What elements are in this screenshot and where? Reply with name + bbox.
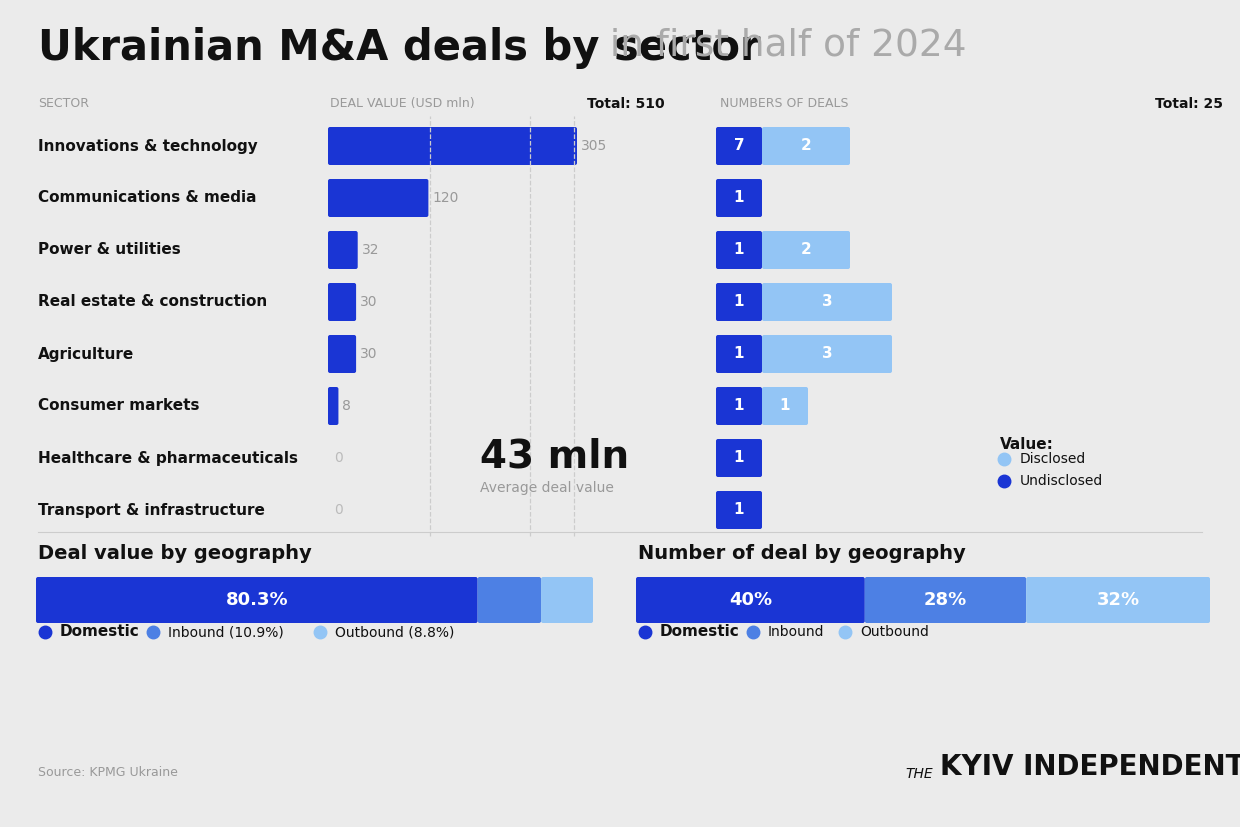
Text: Inbound: Inbound xyxy=(768,625,825,639)
Text: SECTOR: SECTOR xyxy=(38,97,89,110)
Text: THE: THE xyxy=(905,767,932,781)
FancyBboxPatch shape xyxy=(329,283,356,321)
Text: 0: 0 xyxy=(334,503,342,517)
FancyBboxPatch shape xyxy=(1027,577,1210,623)
Text: Deal value by geography: Deal value by geography xyxy=(38,544,311,563)
Text: DEAL VALUE (USD mln): DEAL VALUE (USD mln) xyxy=(330,97,475,110)
Text: KYIV INDEPENDENT: KYIV INDEPENDENT xyxy=(940,753,1240,781)
Text: NUMBERS OF DEALS: NUMBERS OF DEALS xyxy=(720,97,848,110)
FancyBboxPatch shape xyxy=(715,491,763,529)
Text: 32%: 32% xyxy=(1096,591,1140,609)
FancyBboxPatch shape xyxy=(329,335,356,373)
Text: Average deal value: Average deal value xyxy=(480,481,614,495)
Text: 32: 32 xyxy=(362,243,379,257)
Text: Innovations & technology: Innovations & technology xyxy=(38,138,258,154)
Text: 3: 3 xyxy=(822,294,832,309)
Text: in first half of 2024: in first half of 2024 xyxy=(598,27,966,63)
Text: 1: 1 xyxy=(734,242,744,257)
Text: Undisclosed: Undisclosed xyxy=(1021,474,1104,488)
Text: 1: 1 xyxy=(780,399,790,414)
Text: 1: 1 xyxy=(734,190,744,205)
Text: Real estate & construction: Real estate & construction xyxy=(38,294,268,309)
Text: Transport & infrastructure: Transport & infrastructure xyxy=(38,503,265,518)
Text: 3: 3 xyxy=(822,347,832,361)
Text: 1: 1 xyxy=(734,399,744,414)
Text: 2: 2 xyxy=(801,242,811,257)
Text: Disclosed: Disclosed xyxy=(1021,452,1086,466)
Text: Communications & media: Communications & media xyxy=(38,190,257,205)
FancyBboxPatch shape xyxy=(763,231,849,269)
Text: 1: 1 xyxy=(734,503,744,518)
FancyBboxPatch shape xyxy=(636,577,864,623)
Text: 1: 1 xyxy=(734,294,744,309)
Text: Outbound: Outbound xyxy=(861,625,929,639)
Text: 1: 1 xyxy=(734,347,744,361)
FancyBboxPatch shape xyxy=(715,179,763,217)
FancyBboxPatch shape xyxy=(715,335,763,373)
Text: 30: 30 xyxy=(360,295,378,309)
FancyBboxPatch shape xyxy=(477,577,541,623)
FancyBboxPatch shape xyxy=(763,283,892,321)
Text: Domestic: Domestic xyxy=(60,624,140,639)
Text: 43 mln: 43 mln xyxy=(480,437,629,475)
Text: 80.3%: 80.3% xyxy=(226,591,288,609)
FancyBboxPatch shape xyxy=(715,439,763,477)
Text: 120: 120 xyxy=(433,191,459,205)
FancyBboxPatch shape xyxy=(763,127,849,165)
FancyBboxPatch shape xyxy=(541,577,593,623)
Text: Total: 510: Total: 510 xyxy=(587,97,665,111)
Text: 8: 8 xyxy=(342,399,351,413)
FancyBboxPatch shape xyxy=(715,127,763,165)
Text: 305: 305 xyxy=(582,139,608,153)
Text: 40%: 40% xyxy=(729,591,773,609)
FancyBboxPatch shape xyxy=(715,387,763,425)
FancyBboxPatch shape xyxy=(715,231,763,269)
Text: Outbound (8.8%): Outbound (8.8%) xyxy=(335,625,454,639)
FancyBboxPatch shape xyxy=(329,179,428,217)
FancyBboxPatch shape xyxy=(763,335,892,373)
Text: Consumer markets: Consumer markets xyxy=(38,399,200,414)
FancyBboxPatch shape xyxy=(329,387,339,425)
Text: Domestic: Domestic xyxy=(660,624,740,639)
Text: 0: 0 xyxy=(334,451,342,465)
FancyBboxPatch shape xyxy=(36,577,477,623)
Text: Number of deal by geography: Number of deal by geography xyxy=(639,544,966,563)
Text: 30: 30 xyxy=(360,347,378,361)
Text: Total: 25: Total: 25 xyxy=(1154,97,1223,111)
FancyBboxPatch shape xyxy=(329,231,357,269)
Text: 1: 1 xyxy=(734,451,744,466)
Text: 28%: 28% xyxy=(924,591,967,609)
Text: 2: 2 xyxy=(801,138,811,154)
Text: Agriculture: Agriculture xyxy=(38,347,134,361)
Text: Value:: Value: xyxy=(999,437,1054,452)
FancyBboxPatch shape xyxy=(763,387,808,425)
Text: Power & utilities: Power & utilities xyxy=(38,242,181,257)
FancyBboxPatch shape xyxy=(715,283,763,321)
FancyBboxPatch shape xyxy=(864,577,1027,623)
Text: Inbound (10.9%): Inbound (10.9%) xyxy=(167,625,284,639)
Text: 7: 7 xyxy=(734,138,744,154)
Text: Ukrainian M&A deals by sector: Ukrainian M&A deals by sector xyxy=(38,27,760,69)
Text: Healthcare & pharmaceuticals: Healthcare & pharmaceuticals xyxy=(38,451,298,466)
Text: Source: KPMG Ukraine: Source: KPMG Ukraine xyxy=(38,766,177,779)
FancyBboxPatch shape xyxy=(329,127,577,165)
